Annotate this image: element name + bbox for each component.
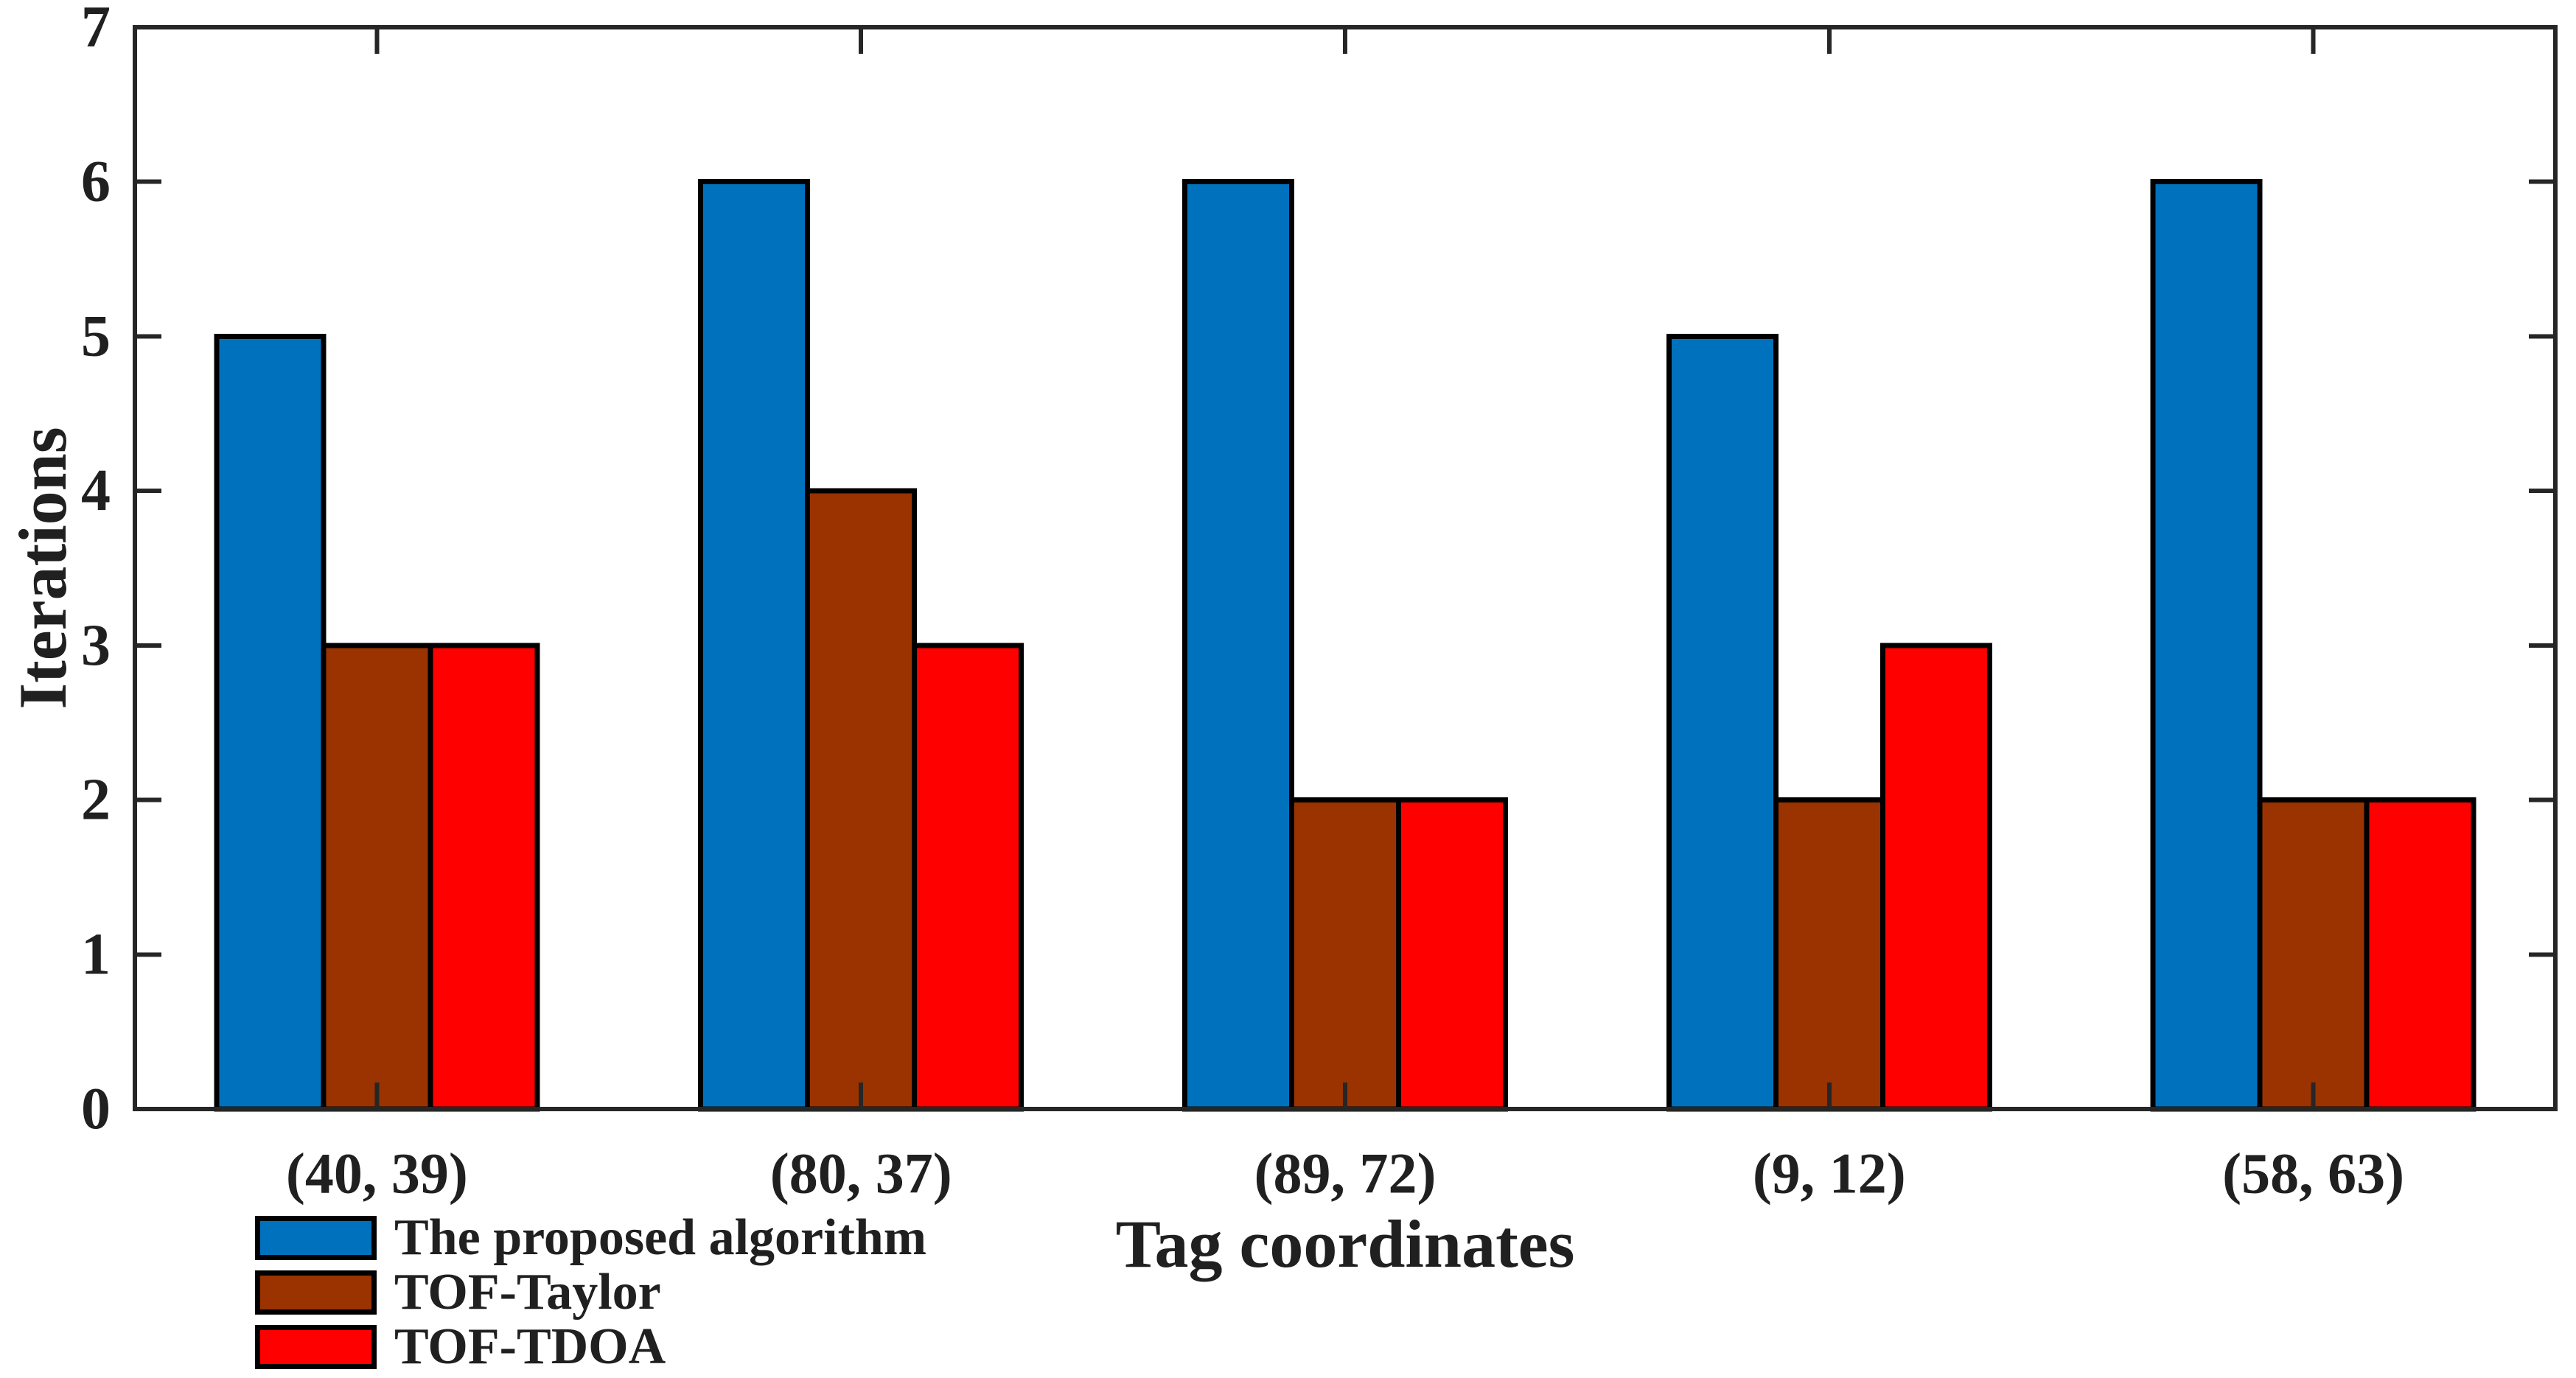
legend-label-tof-tdoa: TOF-TDOA <box>394 1318 666 1375</box>
legend-label-proposed-algorithm: The proposed algorithm <box>394 1209 927 1266</box>
bar-tof-taylor-group4 <box>1773 797 1885 1112</box>
bar-tof-taylor-group3 <box>1289 797 1401 1112</box>
y-axis-label: Iterations <box>5 427 80 710</box>
legend-swatch-proposed-algorithm <box>255 1216 377 1260</box>
x-tick-label-group3: (89, 72) <box>1254 1141 1437 1206</box>
y-tick-label-0: 0 <box>81 1077 111 1141</box>
legend-label-tof-taylor: TOF-Taylor <box>394 1264 661 1321</box>
y-tick-label-4: 4 <box>81 458 111 523</box>
legend-swatch-tof-taylor <box>255 1270 377 1315</box>
bar-the-proposed-algorithm-group3 <box>1182 179 1294 1112</box>
legend-item-tof-taylor: TOF-Taylor <box>255 1264 926 1321</box>
bar-the-proposed-algorithm-group2 <box>698 179 811 1112</box>
bar-tof-tdoa-group1 <box>427 643 540 1112</box>
y-tick-label-7: 7 <box>81 0 111 60</box>
x-tick-label-group5: (58, 63) <box>2222 1141 2404 1206</box>
bar-tof-taylor-group1 <box>321 643 433 1112</box>
y-tick-label-1: 1 <box>81 922 111 987</box>
legend-swatch-tof-tdoa <box>255 1325 377 1369</box>
x-tick-label-group1: (40, 39) <box>286 1141 468 1206</box>
y-tick-label-2: 2 <box>81 768 111 833</box>
legend-item-proposed-algorithm: The proposed algorithm <box>255 1212 926 1264</box>
bar-tof-tdoa-group3 <box>1396 797 1508 1112</box>
x-tick-label-group2: (80, 37) <box>770 1141 952 1206</box>
y-tick-label-5: 5 <box>81 304 111 368</box>
bar-the-proposed-algorithm-group1 <box>214 333 327 1112</box>
bar-tof-tdoa-group4 <box>1879 643 1992 1112</box>
x-tick-label-group4: (9, 12) <box>1753 1141 1906 1206</box>
y-tick-label-3: 3 <box>81 613 111 678</box>
bar-tof-tdoa-group5 <box>2364 797 2476 1112</box>
bar-tof-tdoa-group2 <box>912 643 1025 1112</box>
bar-the-proposed-algorithm-group4 <box>1666 333 1779 1112</box>
x-axis-label: Tag coordinates <box>1115 1206 1575 1281</box>
bar-tof-taylor-group5 <box>2257 797 2370 1112</box>
legend-item-tof-tdoa: TOF-TDOA <box>255 1321 926 1373</box>
bar-the-proposed-algorithm-group5 <box>2150 179 2263 1112</box>
y-tick-label-6: 6 <box>81 150 111 214</box>
legend: The proposed algorithm TOF-Taylor TOF-TD… <box>255 1212 926 1378</box>
bar-tof-taylor-group2 <box>805 488 918 1112</box>
